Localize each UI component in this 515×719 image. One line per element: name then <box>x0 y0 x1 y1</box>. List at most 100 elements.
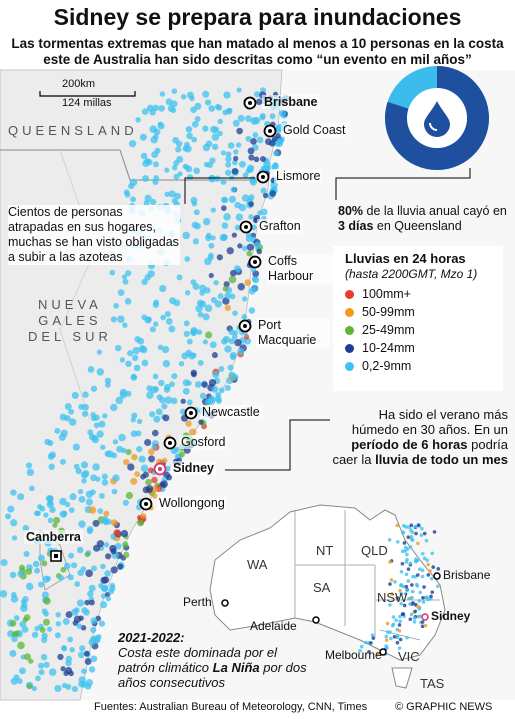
city-label: Gold Coast <box>281 123 348 137</box>
annotation-part: período de 6 horas <box>351 437 468 452</box>
rain-dot <box>48 463 55 470</box>
leader <box>225 419 330 471</box>
rain-dot <box>59 458 66 465</box>
rain-dot <box>145 485 154 493</box>
rain-dot <box>168 190 176 198</box>
rain-dot <box>23 653 31 661</box>
inset-city-label: Sidney <box>431 609 471 623</box>
rain-dot <box>152 493 158 499</box>
rain-dot <box>270 181 278 189</box>
rain-dot <box>61 510 68 517</box>
rain-dot <box>212 371 220 379</box>
rain-dot <box>167 104 175 112</box>
rain-dot <box>114 344 122 352</box>
rain-dot <box>92 635 101 643</box>
rain-dot <box>136 519 145 527</box>
inset-land <box>391 667 413 689</box>
legend: Lluvias en 24 horas (hasta 2200GMT, Mzo … <box>333 246 503 391</box>
rain-dot <box>139 133 147 141</box>
rain-dot <box>49 451 56 459</box>
inset-rain-dot <box>370 633 375 637</box>
rain-dot <box>196 329 203 335</box>
rain-dot <box>142 471 149 478</box>
rain-dot <box>86 528 93 535</box>
inset-rain-dot <box>393 580 397 584</box>
rain-dot <box>26 468 35 477</box>
rain-dot <box>144 438 152 447</box>
inset-rain-dot <box>384 638 389 642</box>
rain-dot <box>171 165 178 171</box>
caption-part: en Queensland <box>373 219 462 233</box>
rain-dot <box>123 551 130 559</box>
inset-rain-dot <box>397 646 402 650</box>
rain-dot <box>260 187 267 194</box>
inset-rain-dot <box>408 602 412 606</box>
rain-dot <box>203 161 210 168</box>
legend-label: 100mm+ <box>362 287 411 301</box>
inset-rain-dot <box>410 583 414 587</box>
rain-dot <box>125 360 132 368</box>
rain-dot <box>256 136 264 144</box>
rain-dot <box>244 279 252 286</box>
rain-dot <box>67 636 74 643</box>
rain-dot <box>122 278 129 285</box>
city-marker <box>144 502 148 506</box>
city-label: Sidney <box>171 461 216 475</box>
rain-dot <box>186 132 193 140</box>
rain-dot <box>104 377 112 384</box>
rain-dot <box>184 290 191 296</box>
inset-rain-dot <box>415 604 420 609</box>
rain-dot <box>71 391 79 399</box>
rain-dot <box>150 386 158 394</box>
rain-dot <box>42 618 50 626</box>
rain-dot <box>186 174 194 181</box>
rain-dot <box>216 398 222 404</box>
rain-dot <box>214 103 221 110</box>
rain-dot <box>153 128 161 136</box>
inset-rain-dot <box>364 640 368 645</box>
rain-dot <box>131 453 138 461</box>
rain-dot <box>149 198 157 206</box>
rain-dot <box>35 675 41 682</box>
rain-dot <box>67 574 74 581</box>
rain-dot <box>41 636 48 644</box>
inset-rain-dot <box>426 573 431 577</box>
rain-dot <box>31 685 37 692</box>
rain-dot <box>225 107 233 115</box>
inset-rain-dot <box>390 592 394 596</box>
inset-rain-dot <box>416 523 421 527</box>
rain-dot <box>38 554 45 562</box>
rain-dot <box>232 119 240 127</box>
inset-rain-dot <box>436 567 441 571</box>
rain-dot <box>125 448 132 456</box>
inset-rain-dot <box>359 644 364 649</box>
rain-dot <box>90 626 97 633</box>
inset-rain-dot <box>424 538 429 543</box>
inset-city-label: Brisbane <box>443 568 491 582</box>
rain-dot <box>214 175 221 182</box>
rain-dot <box>221 205 227 211</box>
inset-rain-dot <box>400 612 405 616</box>
inset-rain-dot <box>398 588 402 593</box>
rain-dot <box>55 611 61 618</box>
rain-dot <box>255 98 263 105</box>
scale-miles: 124 millas <box>62 97 112 109</box>
rain-dot <box>271 164 277 170</box>
rain-dot <box>55 621 62 627</box>
rain-dot <box>217 118 224 125</box>
rain-dot <box>82 469 90 478</box>
rain-dot <box>119 357 126 363</box>
city-label: Lismore <box>274 169 323 183</box>
rain-dot <box>153 134 159 140</box>
drop-icon <box>424 101 450 137</box>
rain-dot <box>210 296 217 304</box>
inset-rain-dot <box>405 552 409 557</box>
rain-dot <box>182 387 190 395</box>
legend-swatch <box>345 307 354 317</box>
rain-dot <box>189 95 195 102</box>
rain-dot <box>199 284 207 292</box>
rain-dot <box>241 296 248 302</box>
rain-dot <box>159 91 166 97</box>
rain-dot <box>193 167 200 175</box>
rain-dot <box>235 142 242 148</box>
